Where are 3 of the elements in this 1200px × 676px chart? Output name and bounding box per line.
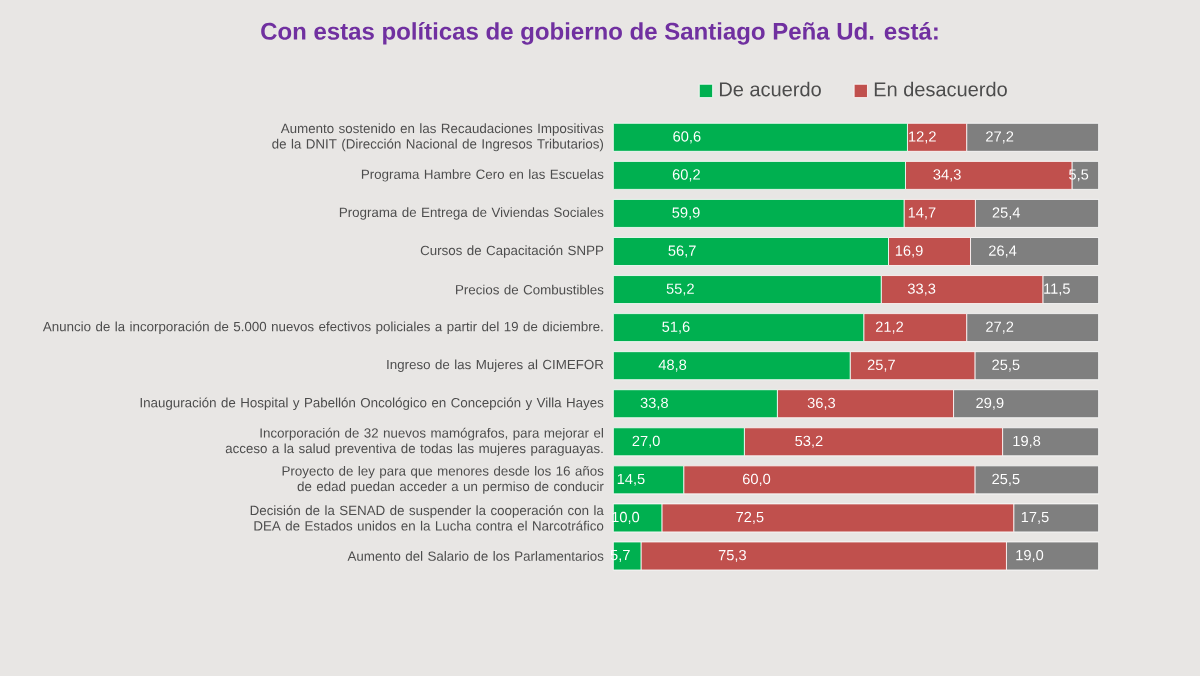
legend-label: De acuerdo (719, 81, 821, 97)
legend-label: En desacuerdo (874, 81, 1007, 97)
chart-title: Con estas políticas de gobierno de Santiago Peña Ud. está: (261, 21, 938, 45)
